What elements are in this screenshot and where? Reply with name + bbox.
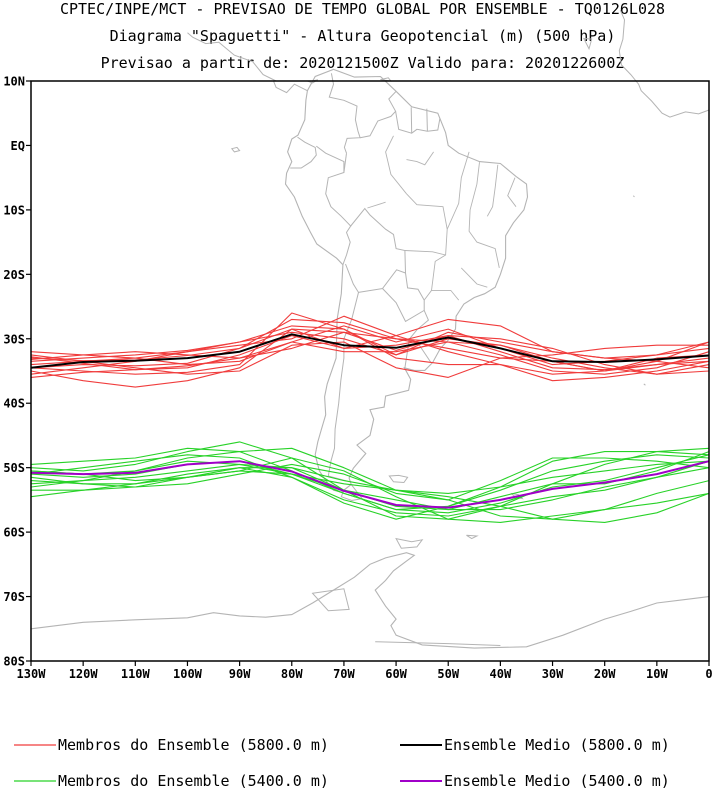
ensemble-mean-5800-line xyxy=(30,333,710,369)
series-layer xyxy=(30,312,710,523)
country-border xyxy=(382,272,425,323)
ensemble-member-5800-line xyxy=(30,312,710,375)
y-tick-label: 80S xyxy=(3,655,25,669)
south-america-coastline xyxy=(284,68,529,493)
chart-title-line-2: Diagrama "Spaguetti" - Altura Geopotenci… xyxy=(109,27,616,45)
ensemble-member-5800-line xyxy=(30,341,710,372)
plot-frame xyxy=(30,80,710,662)
falkland-islands xyxy=(388,474,409,484)
state-border xyxy=(431,289,460,301)
x-tick-label: 10W xyxy=(646,667,668,681)
ensemble-member-5800-line xyxy=(30,331,709,360)
tristan-island xyxy=(643,383,646,386)
cape-verde-islands xyxy=(582,37,593,51)
state-border xyxy=(404,250,446,256)
x-tick-label: 100W xyxy=(173,667,203,681)
panama-coastline xyxy=(273,80,308,94)
ensemble-member-5400-line xyxy=(30,454,710,520)
south-orkney-islands xyxy=(466,534,479,540)
x-tick-label: 110W xyxy=(121,667,151,681)
country-border xyxy=(343,153,347,173)
legend-label: Ensemble Medio (5400.0 m) xyxy=(444,772,670,790)
x-tick-label: 120W xyxy=(69,667,99,681)
country-border xyxy=(315,145,352,265)
country-border xyxy=(360,90,397,139)
y-tick-label: 50S xyxy=(3,461,25,475)
africa-coastline xyxy=(618,9,710,118)
x-tick-label: 0 xyxy=(705,667,712,681)
state-border xyxy=(385,135,407,195)
axis-layer: 130W 120W 110W 100W 90W 80W 70W 60W 50W 40W 30W 20W… xyxy=(3,75,712,682)
state-border xyxy=(486,164,499,217)
ice-shelf-edge xyxy=(375,641,501,646)
x-tick-label: 130W xyxy=(17,667,47,681)
x-tick-label: 80W xyxy=(281,667,303,681)
x-tick-label: 40W xyxy=(490,667,512,681)
state-border xyxy=(367,201,386,209)
country-border xyxy=(410,107,413,134)
alexander-island xyxy=(311,588,350,612)
y-tick-label: 40S xyxy=(3,397,25,411)
x-tick-label: 60W xyxy=(385,667,407,681)
x-tick-label: 70W xyxy=(333,667,355,681)
y-tick-label: 60S xyxy=(3,526,25,540)
south-shetland-islands xyxy=(395,537,424,549)
country-border xyxy=(395,111,441,134)
coastline-map xyxy=(30,9,710,649)
ensemble-member-5400-line xyxy=(30,460,710,494)
y-tick-label: EQ xyxy=(11,139,25,153)
country-border xyxy=(426,108,428,132)
country-border xyxy=(290,136,317,169)
ensemble-mean-5400-line xyxy=(30,460,710,509)
state-border xyxy=(507,177,517,207)
antarctica-coastline xyxy=(30,552,710,649)
country-border xyxy=(350,207,407,293)
y-tick-label: 20S xyxy=(3,268,25,282)
x-tick-label: 30W xyxy=(542,667,564,681)
ensemble-member-5400-line xyxy=(31,457,710,523)
ensemble-member-5400-line xyxy=(30,447,710,511)
x-tick-label: 50W xyxy=(437,667,459,681)
ensemble-member-5400-line xyxy=(30,460,710,511)
ensemble-member-5800-line xyxy=(30,318,710,375)
state-border xyxy=(406,151,434,166)
state-border xyxy=(468,162,500,268)
central-america-coastline xyxy=(187,32,277,82)
y-tick-label: 70S xyxy=(3,590,25,604)
legend-label: Membros do Ensemble (5400.0 m) xyxy=(58,772,329,790)
x-tick-label: 90W xyxy=(229,667,251,681)
x-tick-label: 20W xyxy=(594,667,616,681)
state-border xyxy=(460,267,488,288)
state-border xyxy=(423,151,470,301)
ensemble-member-5400-line xyxy=(30,441,710,520)
chart-title-line-1: CPTEC/INPE/MCT - PREVISAO DE TEMPO GLOBA… xyxy=(59,0,666,18)
y-tick-label: 30S xyxy=(3,332,25,346)
country-border xyxy=(328,73,361,154)
ascension-island xyxy=(633,195,635,198)
galapagos-islands xyxy=(230,146,241,153)
legend: Membros do Ensemble (5800.0 m) Ensemble M… xyxy=(14,736,670,790)
country-border xyxy=(327,263,360,482)
y-tick-label: 10N xyxy=(3,75,25,89)
y-tick-label: 10S xyxy=(3,203,25,217)
legend-label: Ensemble Medio (5800.0 m) xyxy=(444,736,670,754)
chart-title-line-3: Previsao a partir de: 2020121500Z Valido… xyxy=(100,54,625,72)
state-border xyxy=(406,193,448,230)
legend-label: Membros do Ensemble (5800.0 m) xyxy=(58,736,329,754)
